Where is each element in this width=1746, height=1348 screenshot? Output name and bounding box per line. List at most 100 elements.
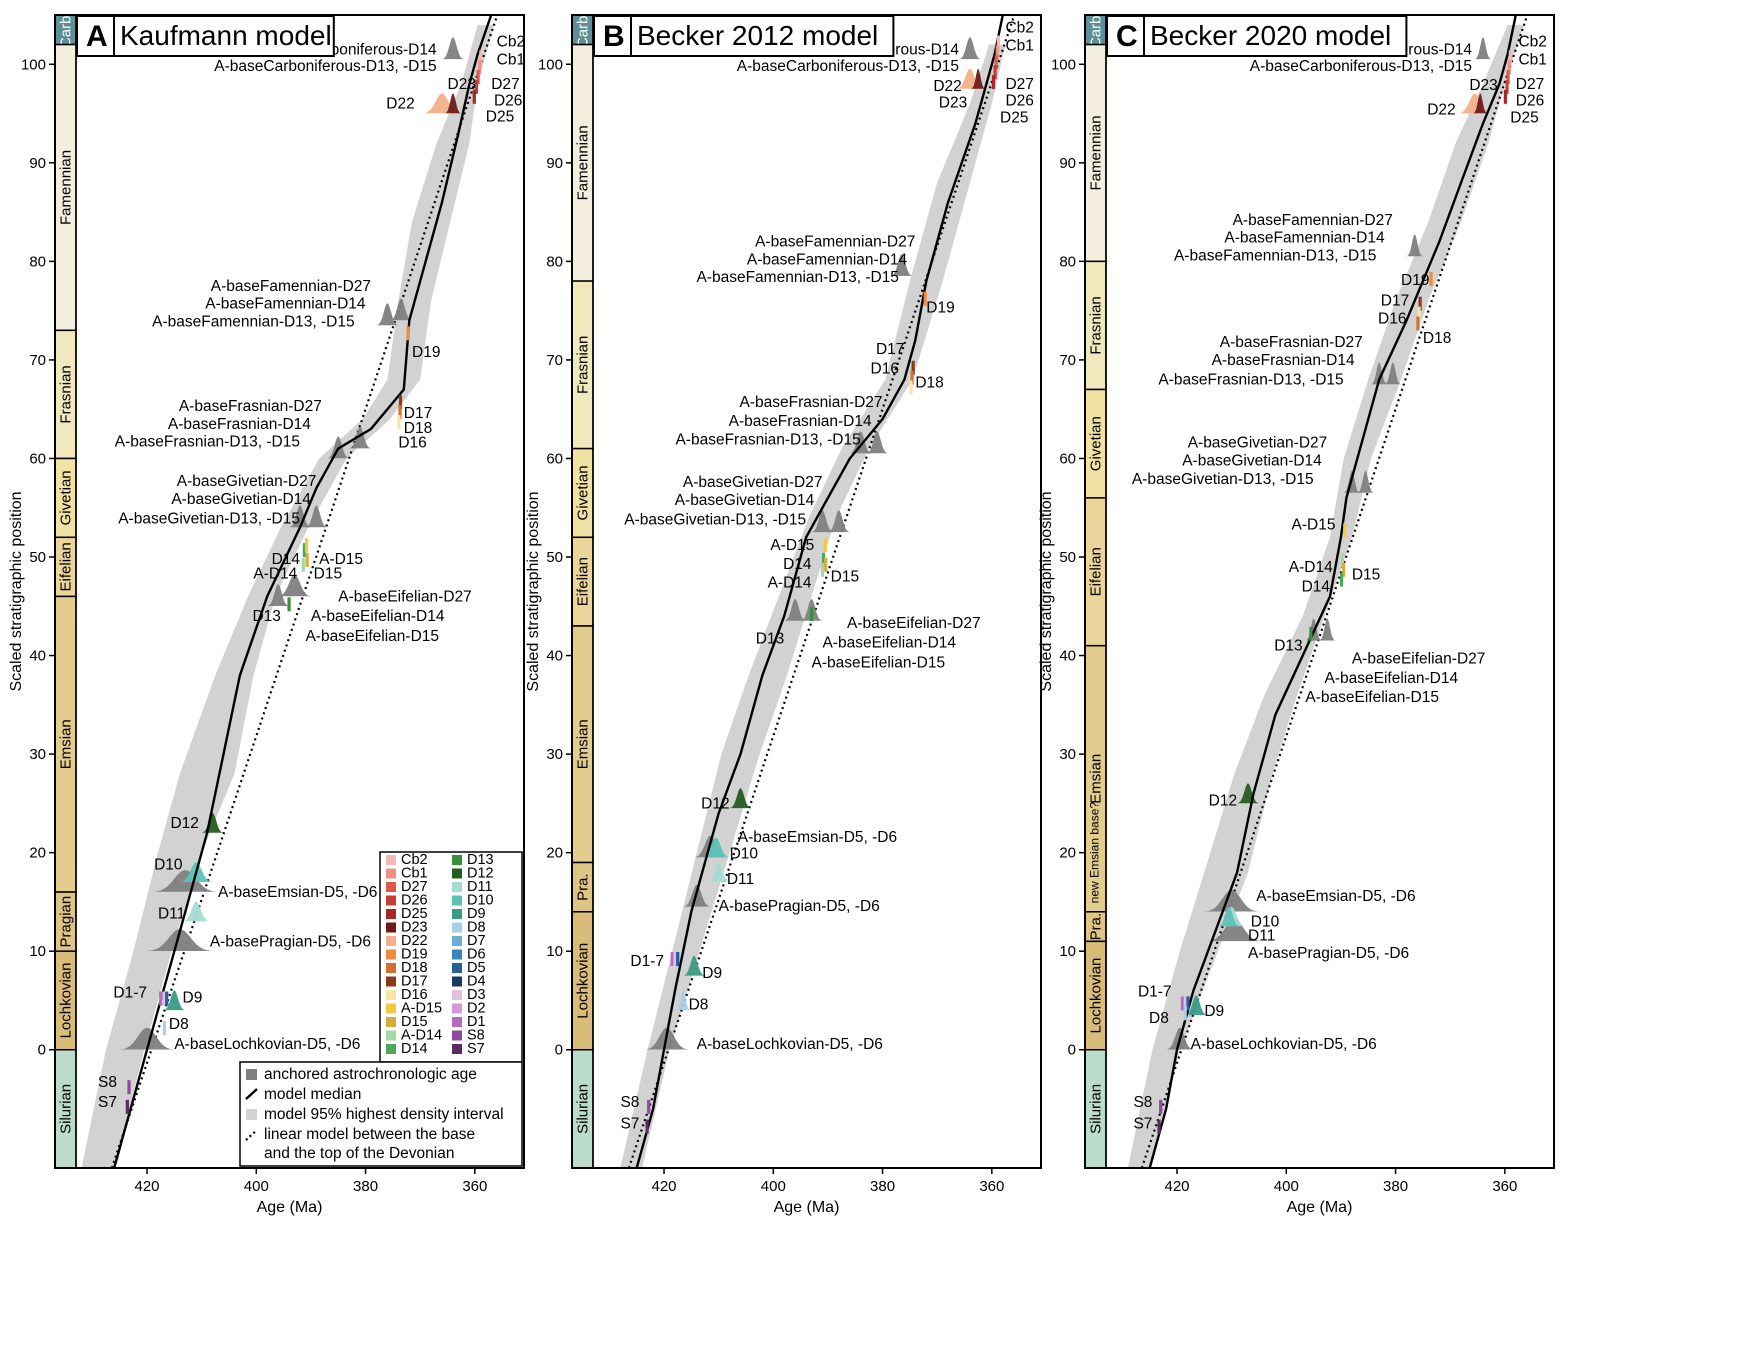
annotation-label: D25 <box>486 108 514 125</box>
stage-label: Lochkovian <box>1088 958 1105 1034</box>
annotation-label: A-baseFamennian-D14 <box>205 296 366 313</box>
annotation-label: A-D14 <box>253 566 297 583</box>
annotation-label: D19 <box>412 344 440 361</box>
panel-title-box: A Kaufmann model <box>76 15 335 57</box>
constraint-Cb2 <box>1508 50 1512 65</box>
stage-label: Silurian <box>1088 1084 1105 1134</box>
legend-label: A-D15 <box>401 1001 442 1017</box>
annotation-label: S8 <box>98 1074 117 1091</box>
distribution-D12 <box>729 788 752 809</box>
constraint-D15 <box>1342 562 1346 577</box>
legend-swatch-D12 <box>452 868 462 879</box>
legend-label: D23 <box>401 920 428 936</box>
stage-label: Pra. <box>1088 913 1105 941</box>
annotation-label: A-baseFamennian-D14 <box>747 251 908 268</box>
legend-swatch-D26 <box>386 895 396 906</box>
y-tick-label: 90 <box>1059 155 1076 172</box>
panel-title: Kaufmann model <box>120 20 332 51</box>
annotation-label: S7 <box>620 1116 639 1133</box>
legend-label: D1 <box>467 1014 486 1030</box>
anchor-distribution <box>1406 234 1423 257</box>
hdi-band <box>620 44 1006 1168</box>
annotation-label: A-D14 <box>1289 559 1333 576</box>
annotation-label: A-baseFrasnian-D13, -D15 <box>1158 372 1343 389</box>
legend-label: Cb1 <box>401 866 428 882</box>
annotation-label: A-baseGivetian-D13, -D15 <box>118 511 300 528</box>
y-tick-label: 30 <box>546 746 563 763</box>
annotation-label: Cb2 <box>1518 34 1546 51</box>
legend-label: D9 <box>467 906 486 922</box>
linear-model-line <box>1140 15 1529 1168</box>
annotation-label: D16 <box>871 361 899 378</box>
legend-swatch-D18 <box>386 963 396 973</box>
annotation-label: D18 <box>915 375 943 392</box>
legend-anchored-swatch <box>246 1069 257 1080</box>
annotation-label: Cb1 <box>1518 51 1546 68</box>
constraint-Cb1 <box>1507 60 1511 75</box>
annotation-label: A-baseFamennian-D27 <box>755 234 915 251</box>
legend-box <box>379 851 523 1063</box>
constraint-D19 <box>923 291 927 306</box>
annotation-label: D10 <box>154 856 183 873</box>
x-tick-label: 420 <box>1165 1178 1190 1195</box>
annotation-label: A-D15 <box>770 537 814 554</box>
annotation-label: A-baseGivetian-D13, -D15 <box>1132 471 1314 488</box>
y-tick-label: 20 <box>1059 845 1076 862</box>
y-tick-label: 20 <box>29 845 46 862</box>
legend-linear-label-2: and the top of the Devonian <box>264 1145 454 1162</box>
anchor-distribution <box>959 37 981 60</box>
annotation-label: D26 <box>494 93 522 110</box>
constraint-D27 <box>994 55 998 70</box>
annotation-label: D14 <box>783 556 812 573</box>
annotation-label: A-baseEifelian-D27 <box>338 588 472 605</box>
annotation-label: A-baseFamennian-D27 <box>1233 212 1393 229</box>
annotation-label: D16 <box>1378 310 1406 327</box>
annotation-label: A-baseFrasnian-D27 <box>740 394 883 411</box>
stage-label: Eifelian <box>58 542 75 591</box>
annotation-label: A-baseLochkovian-D5, -D6 <box>174 1036 360 1053</box>
annotation-label: D15 <box>314 566 342 583</box>
annotation-label: S7 <box>98 1094 117 1111</box>
distribution-D8 <box>676 990 691 1011</box>
annotation-label: D23 <box>1469 77 1497 94</box>
hdi-band <box>1127 24 1524 1168</box>
constraint-D3 <box>673 952 677 967</box>
constraint-D15 <box>305 552 309 567</box>
legend-label: Cb2 <box>401 852 428 868</box>
annotation-label: A-baseEmsian-D5, -D6 <box>1256 888 1415 905</box>
anchor-distribution <box>1371 362 1388 385</box>
x-tick-label: 380 <box>1383 1178 1408 1195</box>
legend-label: D3 <box>467 987 486 1003</box>
anchor-distribution <box>890 254 913 276</box>
constraint-D18 <box>398 405 402 420</box>
anchor-distribution <box>289 505 311 528</box>
annotation-label: D11 <box>158 906 185 923</box>
linear-model-line <box>110 15 499 1168</box>
annotation-label: D8 <box>1149 1010 1169 1027</box>
legend-swatch-D13 <box>452 855 462 865</box>
legend-label: D12 <box>467 866 494 882</box>
annotation-label: A-baseGivetian-D27 <box>177 473 317 490</box>
annotation-label: D25 <box>1000 109 1028 126</box>
annotation-label: A-baseGivetian-D27 <box>1188 435 1328 452</box>
annotation-label: A-baseFrasnian-D14 <box>729 413 872 430</box>
legend-label: D22 <box>401 933 428 949</box>
stage-label: Carb. <box>1088 11 1105 48</box>
annotation-label: Cb2 <box>1005 20 1033 37</box>
y-tick-label: 80 <box>29 253 46 270</box>
annotation-label: D22 <box>1427 102 1455 119</box>
x-tick-label: 400 <box>1274 1178 1299 1195</box>
constraint-S7 <box>1157 1119 1161 1134</box>
y-tick-label: 50 <box>546 549 563 566</box>
annotation-label: A-D15 <box>1292 516 1336 533</box>
distribution-D10 <box>1218 906 1240 927</box>
legend-label: D27 <box>401 879 428 895</box>
constraint-D3 <box>162 991 166 1006</box>
anchor-distribution <box>811 510 834 533</box>
annotation-label: A-baseEmsian-D5, -D6 <box>218 884 377 901</box>
legend: Cb2Cb1D27D26D25D23D22D19D18D17D16A-D15D1… <box>239 851 523 1167</box>
constraint-S8 <box>1159 1099 1163 1114</box>
annotation-label: A-basePragian-D5, -D6 <box>719 898 880 915</box>
annotation-label: D22 <box>933 78 961 95</box>
x-tick-label: 400 <box>244 1178 269 1195</box>
